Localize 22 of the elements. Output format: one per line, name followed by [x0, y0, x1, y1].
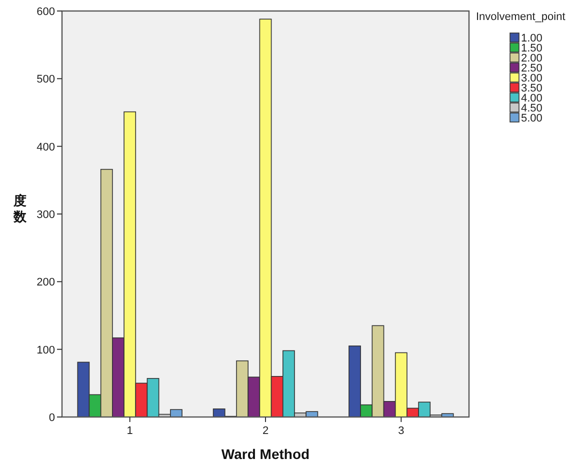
y-tick-label: 100 [36, 344, 55, 356]
y-axis-title: 度数 [12, 193, 28, 224]
legend-label: 3.00 [521, 72, 542, 84]
legend-label: 4.50 [521, 102, 542, 114]
y-tick-label: 600 [36, 6, 55, 18]
legend-label: 1.50 [521, 42, 542, 54]
legend-label: 2.00 [521, 52, 542, 64]
x-tick-label: 3 [398, 425, 404, 437]
legend-label: 5.00 [521, 112, 542, 124]
y-tick-label: 400 [36, 141, 55, 154]
legend-title: Involvement_point [476, 11, 566, 23]
y-tick-label: 0 [48, 412, 55, 424]
legend-label: 2.50 [521, 62, 542, 74]
y-tick-label: 500 [36, 74, 55, 86]
legend-label: 4.00 [521, 92, 542, 104]
x-tick-label: 1 [126, 425, 133, 437]
legend-label: 3.50 [521, 82, 542, 94]
y-tick-label: 300 [36, 209, 55, 221]
legend-label: 1.00 [521, 32, 542, 44]
y-tick-label: 200 [36, 276, 55, 289]
x-axis-title: Ward Method [221, 446, 310, 462]
x-tick-label: 2 [262, 425, 269, 437]
